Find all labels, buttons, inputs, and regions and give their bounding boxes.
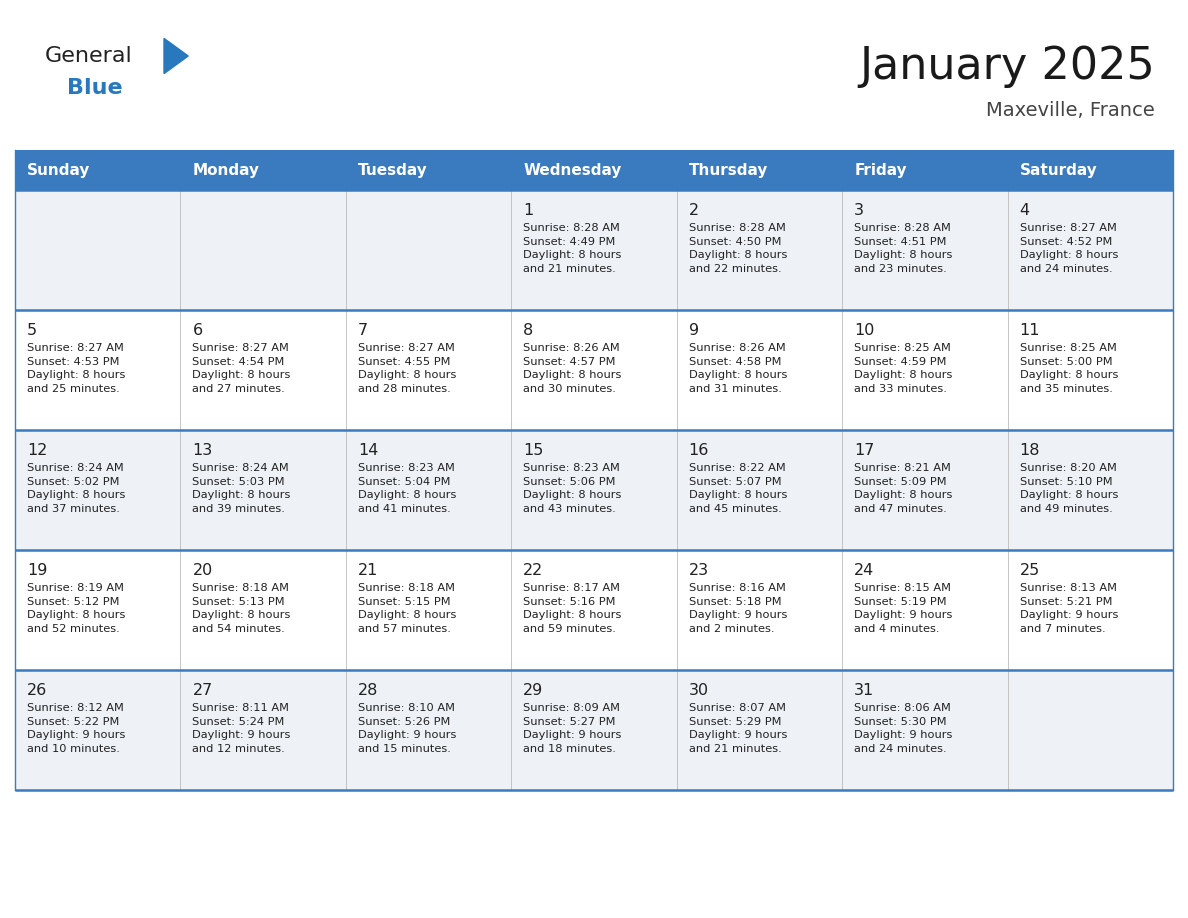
Text: Sunrise: 8:28 AM
Sunset: 4:50 PM
Daylight: 8 hours
and 22 minutes.: Sunrise: 8:28 AM Sunset: 4:50 PM Dayligh… (689, 223, 788, 274)
Text: Sunrise: 8:24 AM
Sunset: 5:02 PM
Daylight: 8 hours
and 37 minutes.: Sunrise: 8:24 AM Sunset: 5:02 PM Dayligh… (27, 463, 126, 514)
Text: General: General (45, 46, 133, 66)
Text: Sunrise: 8:28 AM
Sunset: 4:49 PM
Daylight: 8 hours
and 21 minutes.: Sunrise: 8:28 AM Sunset: 4:49 PM Dayligh… (523, 223, 621, 274)
Text: 11: 11 (1019, 323, 1040, 338)
Text: 13: 13 (192, 443, 213, 458)
Text: Sunrise: 8:27 AM
Sunset: 4:55 PM
Daylight: 8 hours
and 28 minutes.: Sunrise: 8:27 AM Sunset: 4:55 PM Dayligh… (358, 343, 456, 394)
Text: 31: 31 (854, 683, 874, 698)
Text: 25: 25 (1019, 563, 1040, 578)
Bar (677, 150, 842, 190)
Text: 18: 18 (1019, 443, 1040, 458)
Polygon shape (164, 39, 188, 73)
Text: 24: 24 (854, 563, 874, 578)
Text: Sunrise: 8:25 AM
Sunset: 5:00 PM
Daylight: 8 hours
and 35 minutes.: Sunrise: 8:25 AM Sunset: 5:00 PM Dayligh… (1019, 343, 1118, 394)
Text: 27: 27 (192, 683, 213, 698)
Bar (15, 670, 1173, 790)
Bar (842, 150, 1007, 190)
Bar (15, 550, 1173, 670)
Text: Sunday: Sunday (27, 162, 90, 177)
Text: 23: 23 (689, 563, 709, 578)
Text: Sunrise: 8:23 AM
Sunset: 5:06 PM
Daylight: 8 hours
and 43 minutes.: Sunrise: 8:23 AM Sunset: 5:06 PM Dayligh… (523, 463, 621, 514)
Text: 12: 12 (27, 443, 48, 458)
Text: Sunrise: 8:27 AM
Sunset: 4:52 PM
Daylight: 8 hours
and 24 minutes.: Sunrise: 8:27 AM Sunset: 4:52 PM Dayligh… (1019, 223, 1118, 274)
Text: Sunrise: 8:13 AM
Sunset: 5:21 PM
Daylight: 9 hours
and 7 minutes.: Sunrise: 8:13 AM Sunset: 5:21 PM Dayligh… (1019, 583, 1118, 633)
Bar (15, 310, 1173, 430)
Text: Sunrise: 8:12 AM
Sunset: 5:22 PM
Daylight: 9 hours
and 10 minutes.: Sunrise: 8:12 AM Sunset: 5:22 PM Dayligh… (27, 703, 126, 754)
Text: Sunrise: 8:28 AM
Sunset: 4:51 PM
Daylight: 8 hours
and 23 minutes.: Sunrise: 8:28 AM Sunset: 4:51 PM Dayligh… (854, 223, 953, 274)
Text: Sunrise: 8:19 AM
Sunset: 5:12 PM
Daylight: 8 hours
and 52 minutes.: Sunrise: 8:19 AM Sunset: 5:12 PM Dayligh… (27, 583, 126, 633)
Text: 26: 26 (27, 683, 48, 698)
Text: Sunrise: 8:10 AM
Sunset: 5:26 PM
Daylight: 9 hours
and 15 minutes.: Sunrise: 8:10 AM Sunset: 5:26 PM Dayligh… (358, 703, 456, 754)
Text: Sunrise: 8:15 AM
Sunset: 5:19 PM
Daylight: 9 hours
and 4 minutes.: Sunrise: 8:15 AM Sunset: 5:19 PM Dayligh… (854, 583, 953, 633)
Text: 10: 10 (854, 323, 874, 338)
Text: 21: 21 (358, 563, 378, 578)
Text: Sunrise: 8:24 AM
Sunset: 5:03 PM
Daylight: 8 hours
and 39 minutes.: Sunrise: 8:24 AM Sunset: 5:03 PM Dayligh… (192, 463, 291, 514)
Text: 28: 28 (358, 683, 378, 698)
Bar (15, 150, 181, 190)
Text: 22: 22 (523, 563, 544, 578)
Text: Sunrise: 8:26 AM
Sunset: 4:57 PM
Daylight: 8 hours
and 30 minutes.: Sunrise: 8:26 AM Sunset: 4:57 PM Dayligh… (523, 343, 621, 394)
Text: Sunrise: 8:11 AM
Sunset: 5:24 PM
Daylight: 9 hours
and 12 minutes.: Sunrise: 8:11 AM Sunset: 5:24 PM Dayligh… (192, 703, 291, 754)
Bar (511, 150, 677, 190)
Text: Sunrise: 8:26 AM
Sunset: 4:58 PM
Daylight: 8 hours
and 31 minutes.: Sunrise: 8:26 AM Sunset: 4:58 PM Dayligh… (689, 343, 788, 394)
Text: Sunrise: 8:07 AM
Sunset: 5:29 PM
Daylight: 9 hours
and 21 minutes.: Sunrise: 8:07 AM Sunset: 5:29 PM Dayligh… (689, 703, 788, 754)
Text: Saturday: Saturday (1019, 162, 1098, 177)
Text: 16: 16 (689, 443, 709, 458)
Bar (1007, 150, 1173, 190)
Text: Sunrise: 8:23 AM
Sunset: 5:04 PM
Daylight: 8 hours
and 41 minutes.: Sunrise: 8:23 AM Sunset: 5:04 PM Dayligh… (358, 463, 456, 514)
Text: Sunrise: 8:27 AM
Sunset: 4:53 PM
Daylight: 8 hours
and 25 minutes.: Sunrise: 8:27 AM Sunset: 4:53 PM Dayligh… (27, 343, 126, 394)
Text: Maxeville, France: Maxeville, France (986, 100, 1155, 119)
Text: 8: 8 (523, 323, 533, 338)
Text: Blue: Blue (67, 78, 122, 98)
Text: 17: 17 (854, 443, 874, 458)
Text: Sunrise: 8:16 AM
Sunset: 5:18 PM
Daylight: 9 hours
and 2 minutes.: Sunrise: 8:16 AM Sunset: 5:18 PM Dayligh… (689, 583, 788, 633)
Text: 6: 6 (192, 323, 202, 338)
Text: 5: 5 (27, 323, 37, 338)
Text: 14: 14 (358, 443, 378, 458)
Text: Sunrise: 8:27 AM
Sunset: 4:54 PM
Daylight: 8 hours
and 27 minutes.: Sunrise: 8:27 AM Sunset: 4:54 PM Dayligh… (192, 343, 291, 394)
Text: 30: 30 (689, 683, 709, 698)
Text: Sunrise: 8:18 AM
Sunset: 5:13 PM
Daylight: 8 hours
and 54 minutes.: Sunrise: 8:18 AM Sunset: 5:13 PM Dayligh… (192, 583, 291, 633)
Bar (15, 190, 1173, 310)
Text: 15: 15 (523, 443, 544, 458)
Text: Sunrise: 8:18 AM
Sunset: 5:15 PM
Daylight: 8 hours
and 57 minutes.: Sunrise: 8:18 AM Sunset: 5:15 PM Dayligh… (358, 583, 456, 633)
Text: Monday: Monday (192, 162, 259, 177)
Text: 29: 29 (523, 683, 544, 698)
Text: 20: 20 (192, 563, 213, 578)
Text: Friday: Friday (854, 162, 906, 177)
Text: 1: 1 (523, 203, 533, 218)
Text: Sunrise: 8:22 AM
Sunset: 5:07 PM
Daylight: 8 hours
and 45 minutes.: Sunrise: 8:22 AM Sunset: 5:07 PM Dayligh… (689, 463, 788, 514)
Text: 7: 7 (358, 323, 368, 338)
Text: 9: 9 (689, 323, 699, 338)
Text: Sunrise: 8:17 AM
Sunset: 5:16 PM
Daylight: 8 hours
and 59 minutes.: Sunrise: 8:17 AM Sunset: 5:16 PM Dayligh… (523, 583, 621, 633)
Text: Thursday: Thursday (689, 162, 769, 177)
Text: Wednesday: Wednesday (523, 162, 621, 177)
Text: 2: 2 (689, 203, 699, 218)
Text: Sunrise: 8:09 AM
Sunset: 5:27 PM
Daylight: 9 hours
and 18 minutes.: Sunrise: 8:09 AM Sunset: 5:27 PM Dayligh… (523, 703, 621, 754)
Text: Sunrise: 8:20 AM
Sunset: 5:10 PM
Daylight: 8 hours
and 49 minutes.: Sunrise: 8:20 AM Sunset: 5:10 PM Dayligh… (1019, 463, 1118, 514)
Bar (15, 430, 1173, 550)
Text: Sunrise: 8:06 AM
Sunset: 5:30 PM
Daylight: 9 hours
and 24 minutes.: Sunrise: 8:06 AM Sunset: 5:30 PM Dayligh… (854, 703, 953, 754)
Text: 3: 3 (854, 203, 864, 218)
Text: Tuesday: Tuesday (358, 162, 428, 177)
Text: Sunrise: 8:21 AM
Sunset: 5:09 PM
Daylight: 8 hours
and 47 minutes.: Sunrise: 8:21 AM Sunset: 5:09 PM Dayligh… (854, 463, 953, 514)
Text: January 2025: January 2025 (859, 44, 1155, 87)
Text: Sunrise: 8:25 AM
Sunset: 4:59 PM
Daylight: 8 hours
and 33 minutes.: Sunrise: 8:25 AM Sunset: 4:59 PM Dayligh… (854, 343, 953, 394)
Bar (181, 150, 346, 190)
Text: 4: 4 (1019, 203, 1030, 218)
Text: 19: 19 (27, 563, 48, 578)
Bar (346, 150, 511, 190)
